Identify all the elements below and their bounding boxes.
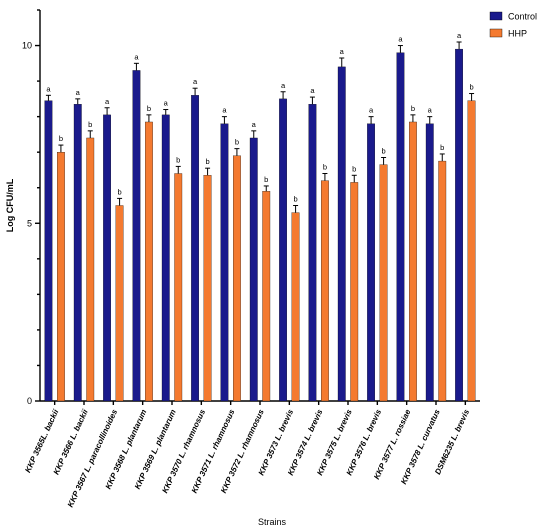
bar-hhp — [438, 160, 447, 402]
significance-label: a — [252, 120, 257, 129]
significance-label: a — [428, 106, 433, 115]
significance-label: b — [323, 163, 327, 172]
legend-swatch-hhp — [489, 28, 503, 38]
bar-hhp — [262, 191, 271, 402]
significance-label: a — [193, 77, 198, 86]
significance-label: b — [147, 104, 151, 113]
significance-label: a — [164, 99, 169, 108]
bar-control — [103, 114, 111, 402]
significance-label: b — [59, 134, 63, 143]
significance-label: b — [235, 138, 239, 147]
bar-control — [425, 123, 434, 402]
bar-hhp — [115, 205, 124, 402]
significance-label: a — [369, 106, 374, 115]
bar-control — [161, 114, 170, 402]
bar-control — [132, 70, 141, 402]
significance-label: a — [76, 88, 81, 97]
significance-label: a — [340, 47, 345, 56]
significance-label: a — [398, 35, 403, 44]
significance-label: b — [440, 143, 444, 152]
significance-label: a — [310, 86, 315, 95]
bar-control — [73, 104, 82, 402]
bar-control — [308, 104, 317, 402]
bar-control — [220, 123, 229, 402]
bar-hhp — [350, 182, 359, 402]
bar-hhp — [203, 175, 212, 402]
bar-hhp — [379, 164, 388, 402]
bar-hhp — [174, 173, 183, 402]
significance-label: b — [411, 104, 415, 113]
bar-control — [367, 123, 375, 402]
bar-control — [455, 48, 463, 402]
significance-label: b — [117, 187, 121, 196]
bar-hhp — [145, 121, 153, 402]
significance-label: a — [105, 97, 110, 106]
significance-label: a — [46, 84, 51, 93]
legend-swatch-control — [489, 11, 503, 21]
significance-label: b — [293, 195, 297, 204]
significance-label: a — [222, 106, 227, 115]
y-tick-label: 5 — [27, 218, 32, 228]
legend-label-control: Control — [508, 12, 537, 22]
bar-hhp — [291, 212, 300, 402]
bar-hhp — [409, 121, 417, 402]
y-tick-label: 0 — [27, 396, 32, 406]
legend: Control HHP — [489, 11, 537, 39]
bar-control — [279, 98, 287, 402]
significance-label: a — [281, 81, 286, 90]
significance-label: a — [457, 31, 462, 40]
legend-label-hhp: HHP — [508, 29, 527, 39]
bar-control — [44, 100, 53, 402]
y-axis-title: Log CFU/mL — [5, 178, 15, 232]
axes: 0 5 10 — [22, 9, 480, 406]
significance-label: b — [264, 175, 268, 184]
significance-label: b — [205, 157, 209, 166]
y-tick-label: 10 — [22, 41, 32, 51]
bar-hhp — [86, 137, 95, 402]
bar-hhp — [57, 152, 65, 402]
significance-label: b — [469, 83, 473, 92]
significance-label: b — [88, 120, 92, 129]
bars: a b a b a b a b a b a b a b a b a b a b a b a b a b a b a b — [44, 31, 476, 402]
bar-control — [337, 66, 346, 402]
bar-control — [191, 95, 199, 402]
bar-hhp — [233, 155, 241, 402]
x-axis-title: Strains — [258, 517, 287, 527]
bar-hhp — [467, 100, 476, 402]
significance-label: b — [176, 155, 180, 164]
bar-control — [249, 137, 258, 402]
bar-hhp — [321, 180, 329, 402]
significance-label: a — [134, 52, 139, 61]
significance-label: b — [352, 164, 356, 173]
bar-control — [396, 52, 405, 402]
significance-label: b — [381, 147, 385, 156]
